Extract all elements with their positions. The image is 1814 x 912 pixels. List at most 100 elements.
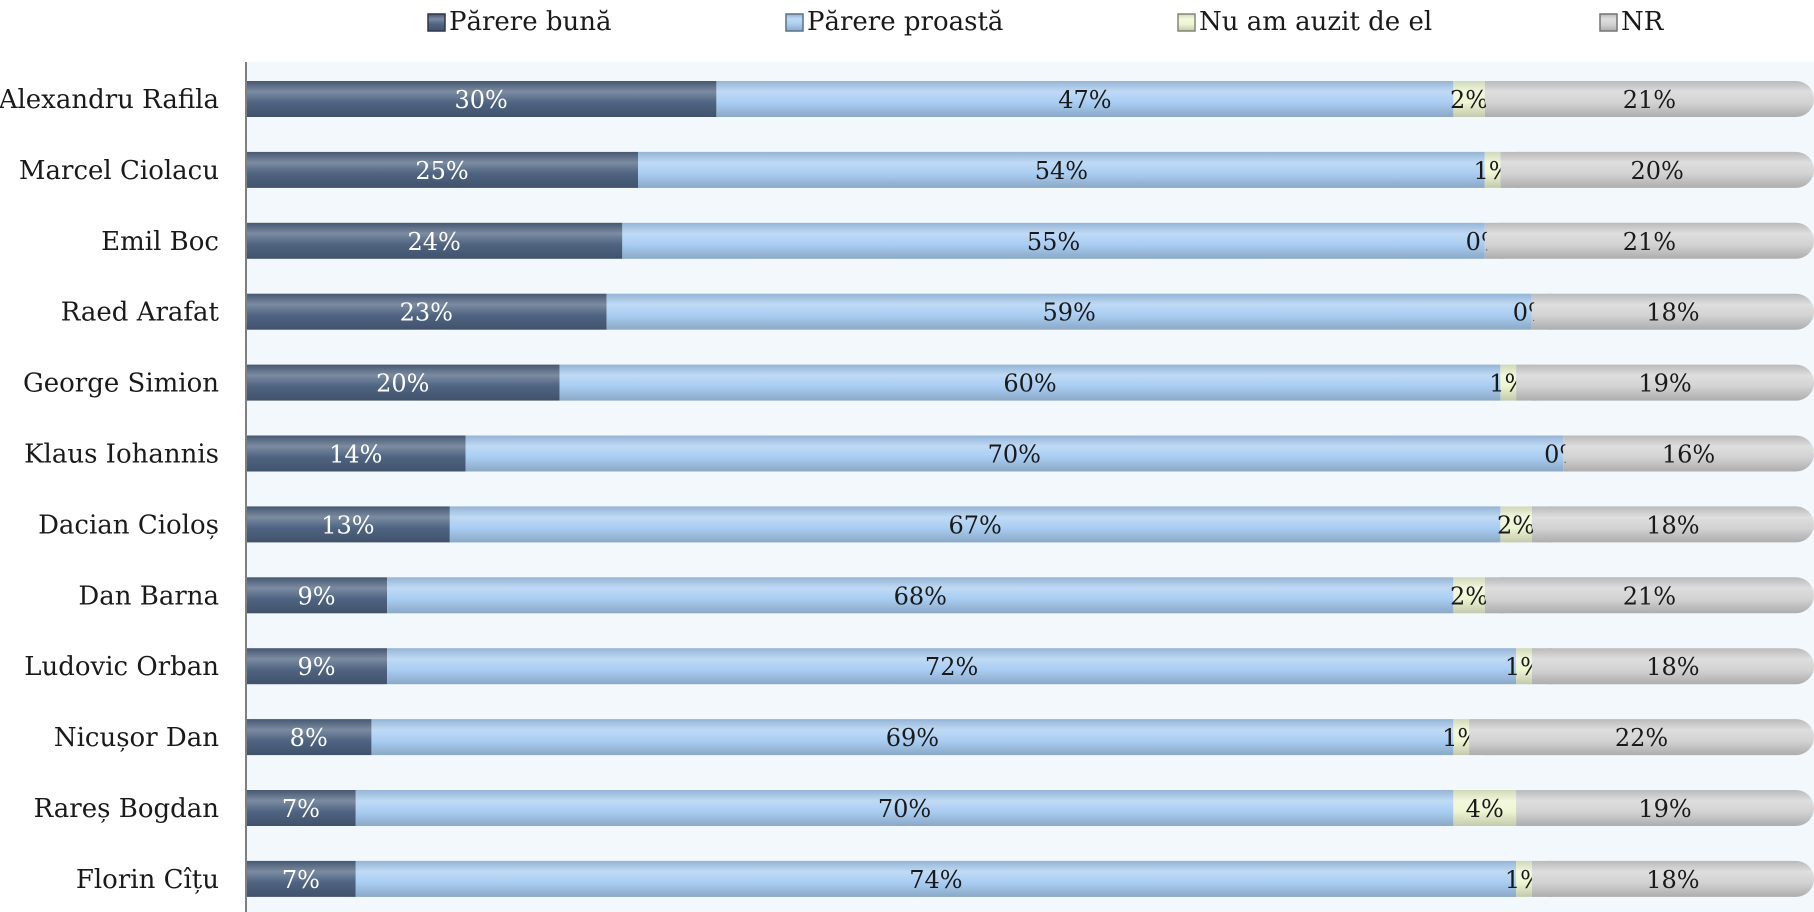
bar-segment-nr — [1531, 293, 1814, 330]
data-label-nu-am-auzit-de-el: 2% — [1450, 582, 1488, 610]
data-label-parere-proasta: 68% — [894, 582, 947, 610]
bar-segment-parere-proasta — [387, 577, 1454, 614]
bar-segment-nr — [1500, 151, 1814, 188]
bar-segment-parere-buna — [246, 506, 450, 543]
legend-swatch — [1599, 13, 1618, 32]
bar-segment-nu-am-auzit-de-el — [1516, 648, 1532, 685]
bar-segment-nu-am-auzit-de-el — [1453, 577, 1485, 614]
legend-swatch — [427, 13, 446, 32]
data-label-nu-am-auzit-de-el: 4% — [1466, 795, 1504, 823]
legend-swatch — [1177, 13, 1196, 32]
data-label-parere-buna: 7% — [282, 866, 320, 894]
bar-segment-parere-buna — [246, 222, 623, 259]
bar-segment-parere-buna — [246, 577, 388, 614]
bar-segment-parere-proasta — [371, 719, 1454, 756]
data-label-parere-proasta: 54% — [1035, 157, 1088, 185]
legend-label: Părere proastă — [807, 7, 1003, 37]
data-label-nr: 16% — [1662, 441, 1715, 469]
data-label-parere-buna: 8% — [290, 724, 328, 752]
bar-segment-nr — [1516, 364, 1814, 401]
bar-segment-nr — [1484, 577, 1814, 614]
data-label-parere-buna: 14% — [329, 441, 382, 469]
bar-segment-parere-proasta — [606, 293, 1532, 330]
category-label: Rareș Bogdan — [34, 794, 220, 824]
bar-row-rares-bogdan: 7% 70% 4% 19% — [246, 790, 1814, 826]
bar-segment-parere-buna — [246, 719, 372, 756]
data-label-parere-proasta: 70% — [988, 441, 1041, 469]
legend-item-parere-proasta: Părere proastă — [785, 7, 1003, 37]
legend-item-nr: NR — [1599, 7, 1665, 37]
bar-segment-parere-proasta — [559, 364, 1501, 401]
data-label-parere-buna: 9% — [298, 653, 336, 681]
data-label-parere-buna: 7% — [282, 795, 320, 823]
data-label-parere-buna: 25% — [415, 157, 468, 185]
legend-label: NR — [1621, 7, 1665, 37]
bar-segment-nu-am-auzit-de-el — [1500, 506, 1532, 543]
data-label-parere-proasta: 59% — [1043, 299, 1096, 327]
bar-row-marcel-ciolacu: 25% 54% 1% 20% — [246, 151, 1814, 188]
bar-segment-parere-proasta — [355, 860, 1517, 897]
bar-segment-nr — [1484, 222, 1814, 259]
bar-segment-nr — [1531, 506, 1814, 543]
bar-segment-parere-proasta — [638, 151, 1485, 188]
data-label-parere-buna: 20% — [376, 370, 429, 398]
bar-segment-nu-am-auzit-de-el — [1453, 719, 1470, 756]
data-label-nr: 18% — [1646, 653, 1699, 681]
category-label: George Simion — [23, 369, 219, 399]
category-label: Florin Cîțu — [76, 865, 219, 895]
bar-segment-parere-buna — [246, 790, 356, 826]
data-label-parere-proasta: 69% — [886, 724, 939, 752]
category-label: Alexandru Rafila — [0, 85, 219, 115]
bar-segment-parere-proasta — [449, 506, 1501, 543]
bar-segment-nu-am-auzit-de-el — [1453, 790, 1517, 826]
bar-row-dan-barna: 9% 68% 2% 21% — [246, 577, 1814, 614]
data-label-parere-proasta: 74% — [909, 866, 962, 894]
bar-segment-parere-proasta — [622, 222, 1485, 259]
bar-segment-nr — [1469, 719, 1814, 756]
bar-segment-nu-am-auzit-de-el — [1453, 81, 1485, 117]
bar-segment-nu-am-auzit-de-el — [1484, 151, 1501, 188]
bar-row-emil-boc: 24% 55% 0% 21% — [246, 222, 1814, 259]
bar-segment-nu-am-auzit-de-el — [1516, 860, 1532, 897]
category-label: Dacian Cioloș — [38, 510, 219, 540]
data-label-nr: 20% — [1631, 157, 1684, 185]
data-label-parere-buna: 13% — [321, 511, 374, 539]
bar-segment-parere-proasta — [355, 790, 1454, 826]
bar-segment-nu-am-auzit-de-el — [1500, 364, 1517, 401]
legend-item-parere-buna: Părere bună — [427, 7, 612, 37]
data-label-parere-proasta: 70% — [878, 795, 931, 823]
bar-groups: 30% 47% 2% 21%25% 54% 1% 20%24% 55% 0% 21%23% 59% 0… — [246, 81, 1814, 897]
bar-row-ludovic-orban: 9% 72% 1% 18% — [246, 648, 1814, 685]
category-label: Klaus Iohannis — [24, 440, 219, 470]
legend-swatch — [785, 13, 804, 32]
bar-segment-parere-buna — [246, 364, 560, 401]
data-label-nu-am-auzit-de-el: 2% — [1450, 86, 1488, 114]
legend-label: Nu am auzit de el — [1199, 7, 1432, 37]
plot-area — [246, 62, 1814, 912]
bar-segment-parere-proasta — [465, 435, 1564, 472]
data-label-nr: 18% — [1646, 299, 1699, 327]
data-label-nr: 19% — [1638, 370, 1691, 398]
data-label-parere-proasta: 67% — [948, 511, 1001, 539]
data-label-nr: 19% — [1638, 795, 1691, 823]
data-label-parere-buna: 23% — [400, 299, 453, 327]
data-label-nr: 21% — [1623, 582, 1676, 610]
category-label: Nicușor Dan — [54, 723, 219, 753]
bar-segment-nr — [1531, 860, 1814, 897]
category-labels: Alexandru Rafila Marcel Ciolacu Emil Boc Ra… — [0, 85, 220, 895]
category-label: Raed Arafat — [61, 298, 220, 328]
bar-row-klaus-iohannis: 14% 70% 0% 16% — [246, 435, 1814, 472]
data-label-nr: 21% — [1623, 228, 1676, 256]
category-label: Marcel Ciolacu — [19, 156, 219, 186]
bar-segment-parere-buna — [246, 860, 356, 897]
data-label-nr: 21% — [1623, 86, 1676, 114]
bar-segment-parere-buna — [246, 435, 466, 472]
legend-item-nu-am-auzit-de-el: Nu am auzit de el — [1177, 7, 1432, 37]
bar-segment-parere-buna — [246, 81, 717, 117]
bar-segment-parere-buna — [246, 648, 388, 685]
category-label: Emil Boc — [101, 227, 219, 257]
bar-segment-nr — [1484, 81, 1814, 117]
data-label-parere-proasta: 55% — [1027, 228, 1080, 256]
bar-segment-nr — [1531, 648, 1814, 685]
bar-row-raed-arafat: 23% 59% 0% 18% — [246, 293, 1814, 330]
